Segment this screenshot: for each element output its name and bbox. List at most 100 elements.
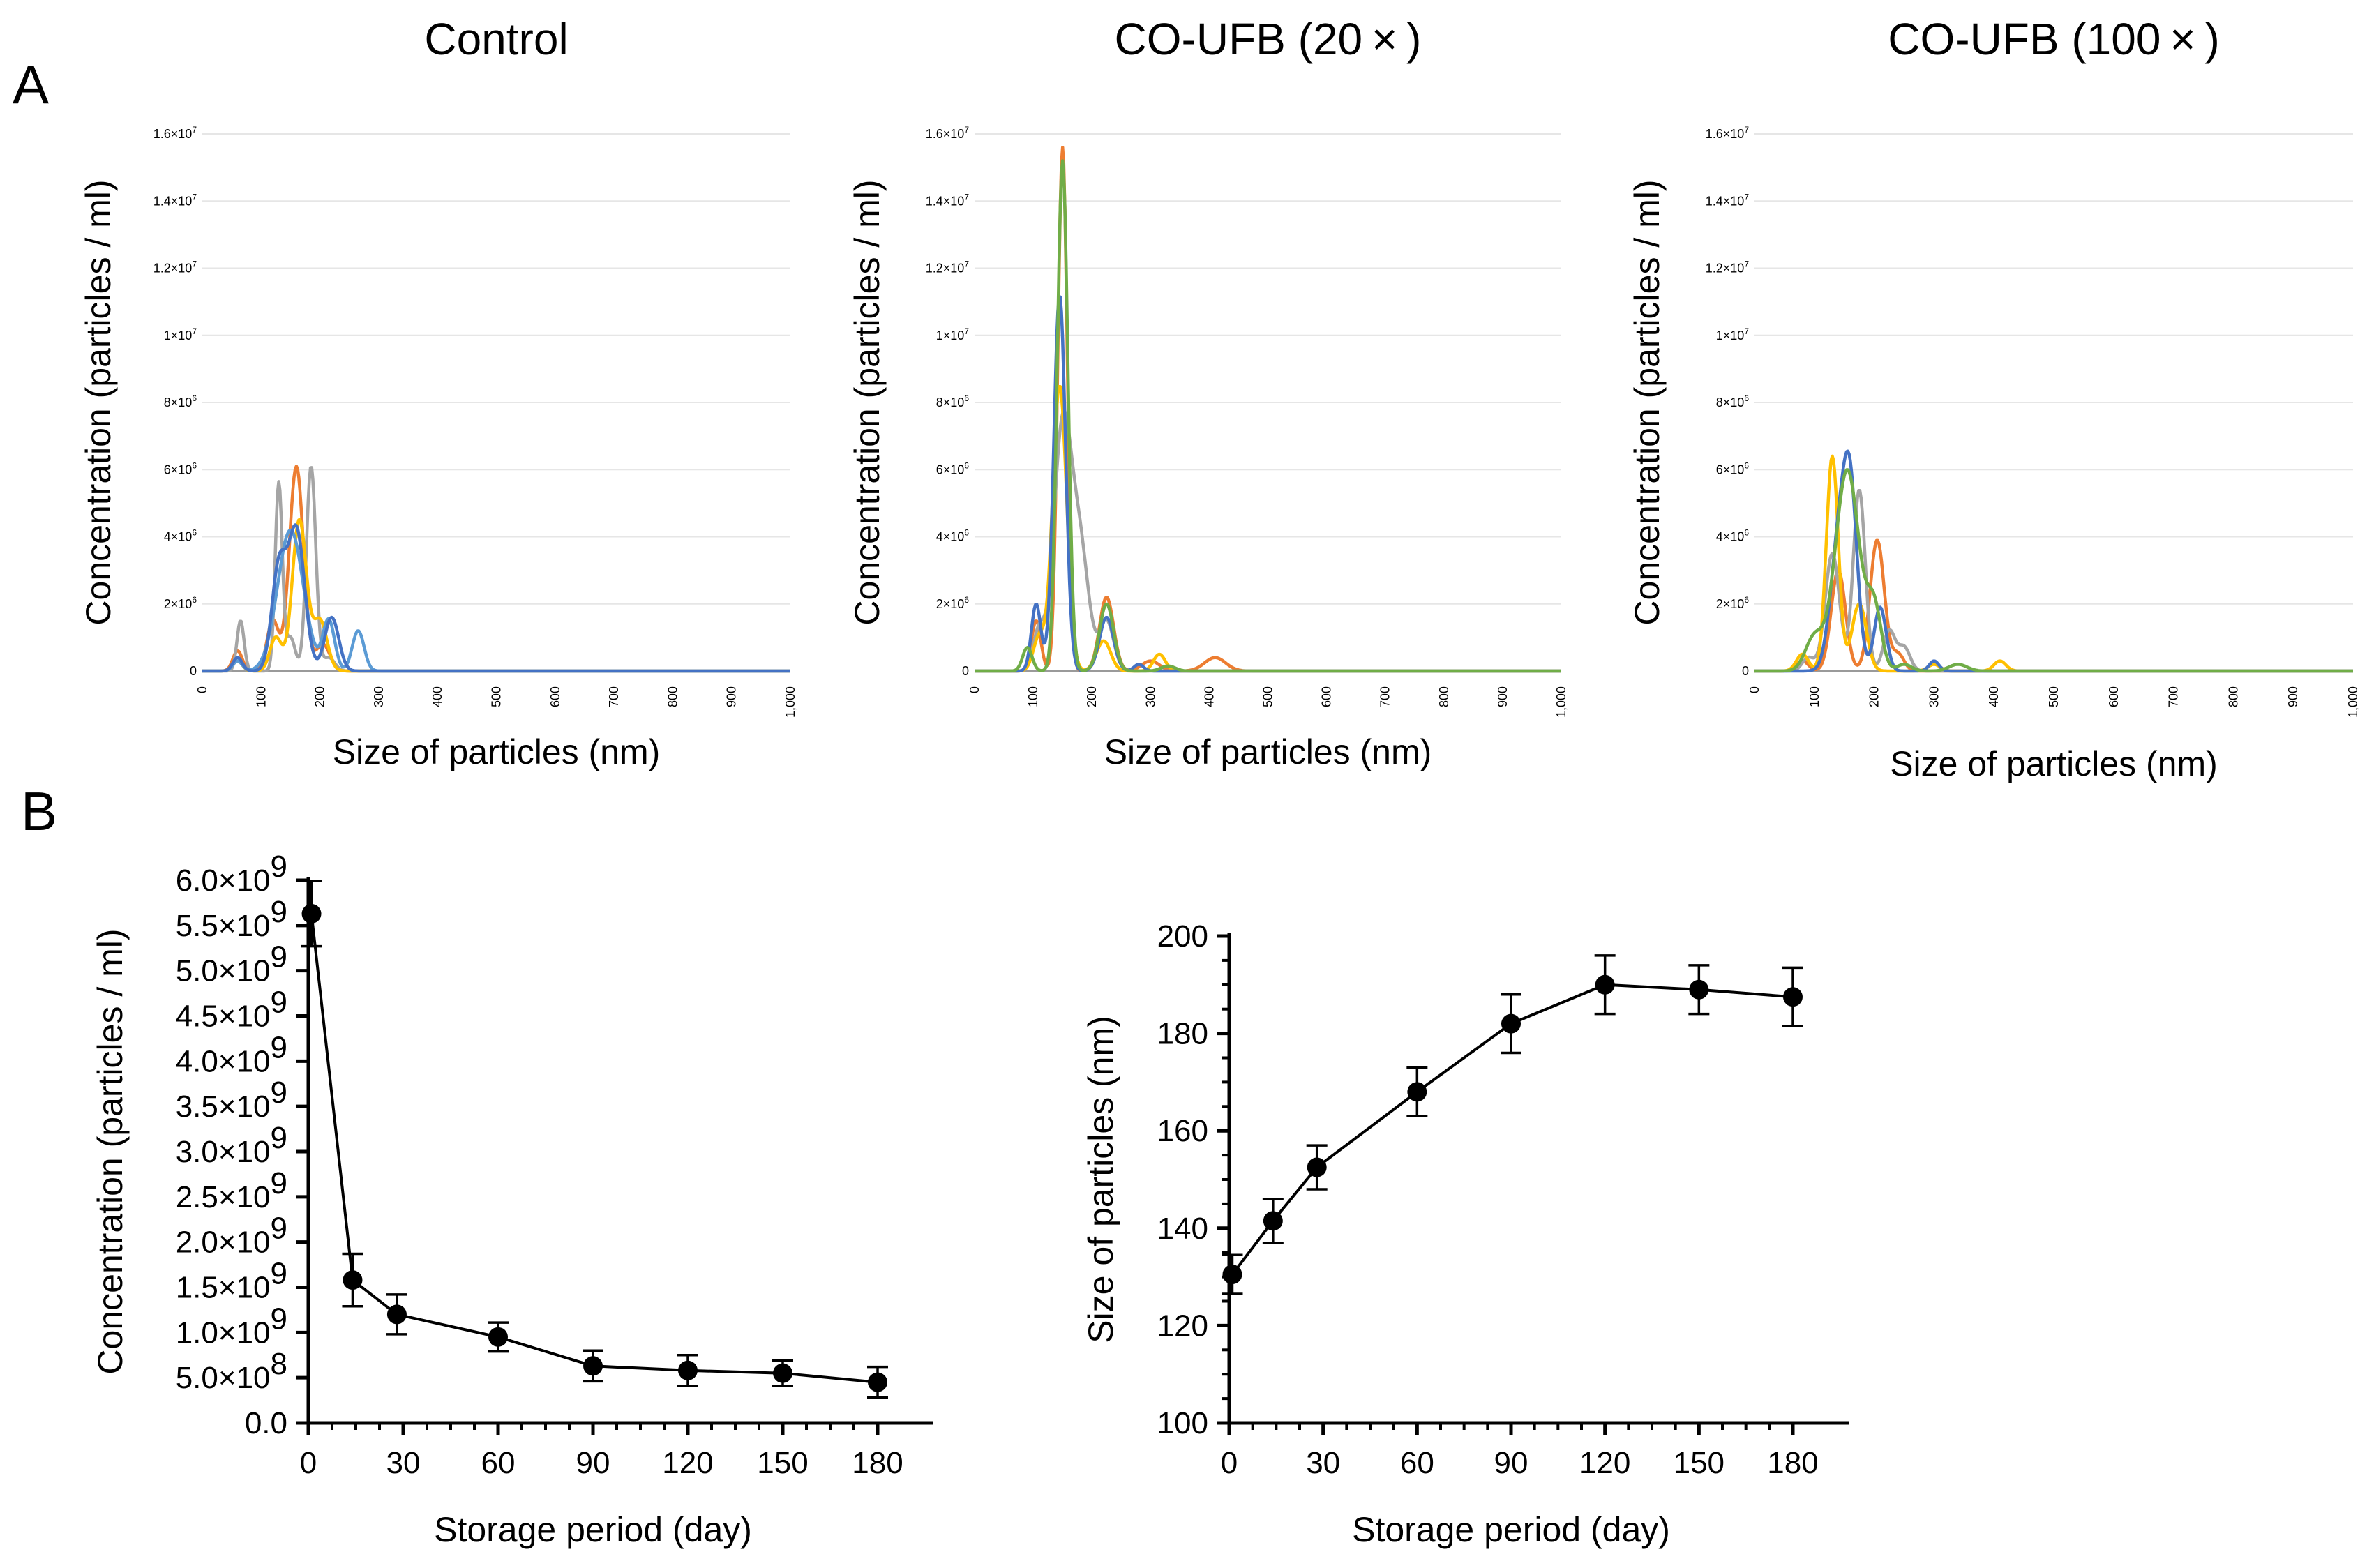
tick-exponent: 6 <box>192 393 197 403</box>
y-tick-label: 140 <box>1157 1212 1208 1246</box>
y-tick-label: 8×106 <box>1716 393 1750 409</box>
tick-mantissa: 1×10 <box>936 329 965 342</box>
y-tick-label: 1.2×107 <box>926 259 970 276</box>
tick-exponent: 6 <box>192 460 197 470</box>
tick-mantissa: 1.4×10 <box>1706 194 1745 208</box>
y-tick-label: 2×106 <box>1716 595 1750 611</box>
tick-exponent: 8 <box>271 1347 287 1381</box>
x-tick-label: 180 <box>1767 1446 1818 1480</box>
x-tick-label: 500 <box>1261 686 1275 707</box>
x-tick-label: 120 <box>1579 1446 1630 1480</box>
tick-mantissa: 2×10 <box>936 597 965 611</box>
x-tick-label: 100 <box>1026 686 1040 707</box>
tick-exponent: 9 <box>271 986 287 1020</box>
data-point <box>1307 1157 1327 1177</box>
tick-exponent: 6 <box>1744 528 1749 538</box>
x-tick-label: 100 <box>254 686 268 707</box>
x-tick-label: 0 <box>1221 1446 1238 1480</box>
tick-mantissa: 4×10 <box>164 530 193 544</box>
tick-exponent: 9 <box>271 1212 287 1246</box>
x-axis-label: Storage period (day) <box>1352 1510 1670 1549</box>
data-point <box>1263 1211 1283 1231</box>
y-tick-label: 0 <box>962 664 969 678</box>
tick-exponent: 9 <box>271 1076 287 1110</box>
tick-exponent: 7 <box>964 192 969 202</box>
tick-mantissa: 2.0×10 <box>176 1226 271 1260</box>
series-line-2 <box>1754 488 2354 673</box>
series-line-2 <box>202 466 791 673</box>
tick-exponent: 6 <box>192 595 197 605</box>
tick-mantissa: 2×10 <box>1716 597 1745 611</box>
chart-title: Control <box>424 14 568 64</box>
tick-mantissa: 1×10 <box>164 329 193 342</box>
tick-exponent: 7 <box>964 259 969 269</box>
tick-exponent: 9 <box>271 850 287 884</box>
tick-exponent: 7 <box>192 192 197 202</box>
x-tick-label: 900 <box>725 686 739 707</box>
tick-exponent: 7 <box>1744 125 1749 135</box>
y-tick-label: 120 <box>1157 1309 1208 1343</box>
tick-mantissa: 1.6×10 <box>153 127 193 141</box>
storage-chart-storage_size: 100 120 140 160 180 200 0 30 60 90 120 150 180 Storag… <box>1081 919 1849 1549</box>
y-tick-label: 8×106 <box>164 393 197 409</box>
tick-mantissa: 120 <box>1157 1309 1208 1343</box>
tick-mantissa: 200 <box>1157 919 1208 953</box>
tick-mantissa: 8×10 <box>936 395 965 409</box>
chart-title: CO-UFB (20 × ) <box>1115 14 1422 64</box>
tick-mantissa: 6×10 <box>164 462 193 476</box>
tick-mantissa: 1.5×10 <box>176 1271 271 1305</box>
x-tick-label: 100 <box>1808 686 1821 707</box>
y-tick-label: 1.6×107 <box>153 125 197 141</box>
series-line-5 <box>202 523 791 673</box>
y-tick-label: 1×107 <box>936 326 970 342</box>
x-tick-label: 400 <box>1202 686 1216 707</box>
x-tick-label: 400 <box>430 686 444 707</box>
x-tick-label: 30 <box>386 1446 421 1480</box>
tick-mantissa: 1.4×10 <box>926 194 965 208</box>
data-point <box>386 1304 407 1325</box>
x-tick-label: 90 <box>576 1446 610 1480</box>
y-tick-label: 1×107 <box>1716 326 1750 342</box>
tick-mantissa: 1.2×10 <box>1706 262 1745 276</box>
tick-exponent: 7 <box>192 259 197 269</box>
x-tick-label: 900 <box>2286 686 2300 707</box>
tick-mantissa: 1×10 <box>1716 329 1745 342</box>
tick-exponent: 9 <box>271 1257 287 1291</box>
y-tick-label: 8×106 <box>936 393 970 409</box>
x-tick-label: 900 <box>1496 686 1510 707</box>
charts-layer: Control02×1064×1066×1068×1061×1071.2×107… <box>79 14 2360 1549</box>
y-tick-label: 200 <box>1157 919 1208 953</box>
y-tick-label: 5.0×108 <box>176 1347 287 1395</box>
tick-exponent: 7 <box>192 125 197 135</box>
tick-mantissa: 1.2×10 <box>926 262 965 276</box>
tick-mantissa: 4.0×10 <box>176 1044 271 1078</box>
y-tick-label: 0 <box>1742 664 1749 678</box>
tick-mantissa: 3.5×10 <box>176 1090 271 1124</box>
tick-exponent: 6 <box>192 528 197 538</box>
tick-mantissa: 1.0×10 <box>176 1316 271 1350</box>
tick-exponent: 7 <box>1744 192 1749 202</box>
x-tick-label: 1,000 <box>2346 686 2360 718</box>
series-line-5 <box>974 159 1562 673</box>
x-tick-label: 200 <box>313 686 327 707</box>
size-distribution-chart-control: Control02×1064×1066×1068×1061×1071.2×107… <box>79 14 797 771</box>
tick-mantissa: 2×10 <box>164 597 193 611</box>
x-tick-label: 200 <box>1085 686 1099 707</box>
x-tick-label: 0 <box>195 686 209 693</box>
tick-mantissa: 160 <box>1157 1114 1208 1148</box>
y-tick-label: 100 <box>1157 1406 1208 1440</box>
y-tick-label: 180 <box>1157 1017 1208 1051</box>
tick-mantissa: 0 <box>190 664 197 678</box>
y-tick-label: 0 <box>190 664 197 678</box>
tick-exponent: 9 <box>271 1302 287 1336</box>
tick-mantissa: 4×10 <box>936 530 965 544</box>
size-distribution-chart-coufb100: CO-UFB (100 × )02×1064×1066×1068×1061×10… <box>1628 14 2360 783</box>
y-axis-label: Concentration (particles / ml) <box>91 928 130 1374</box>
tick-exponent: 6 <box>1744 595 1749 605</box>
data-point <box>488 1327 508 1347</box>
tick-mantissa: 4.5×10 <box>176 1000 271 1034</box>
tick-exponent: 6 <box>964 460 969 470</box>
y-tick-label: 5.5×109 <box>176 895 287 943</box>
tick-exponent: 9 <box>271 1166 287 1200</box>
x-tick-label: 90 <box>1494 1446 1528 1480</box>
